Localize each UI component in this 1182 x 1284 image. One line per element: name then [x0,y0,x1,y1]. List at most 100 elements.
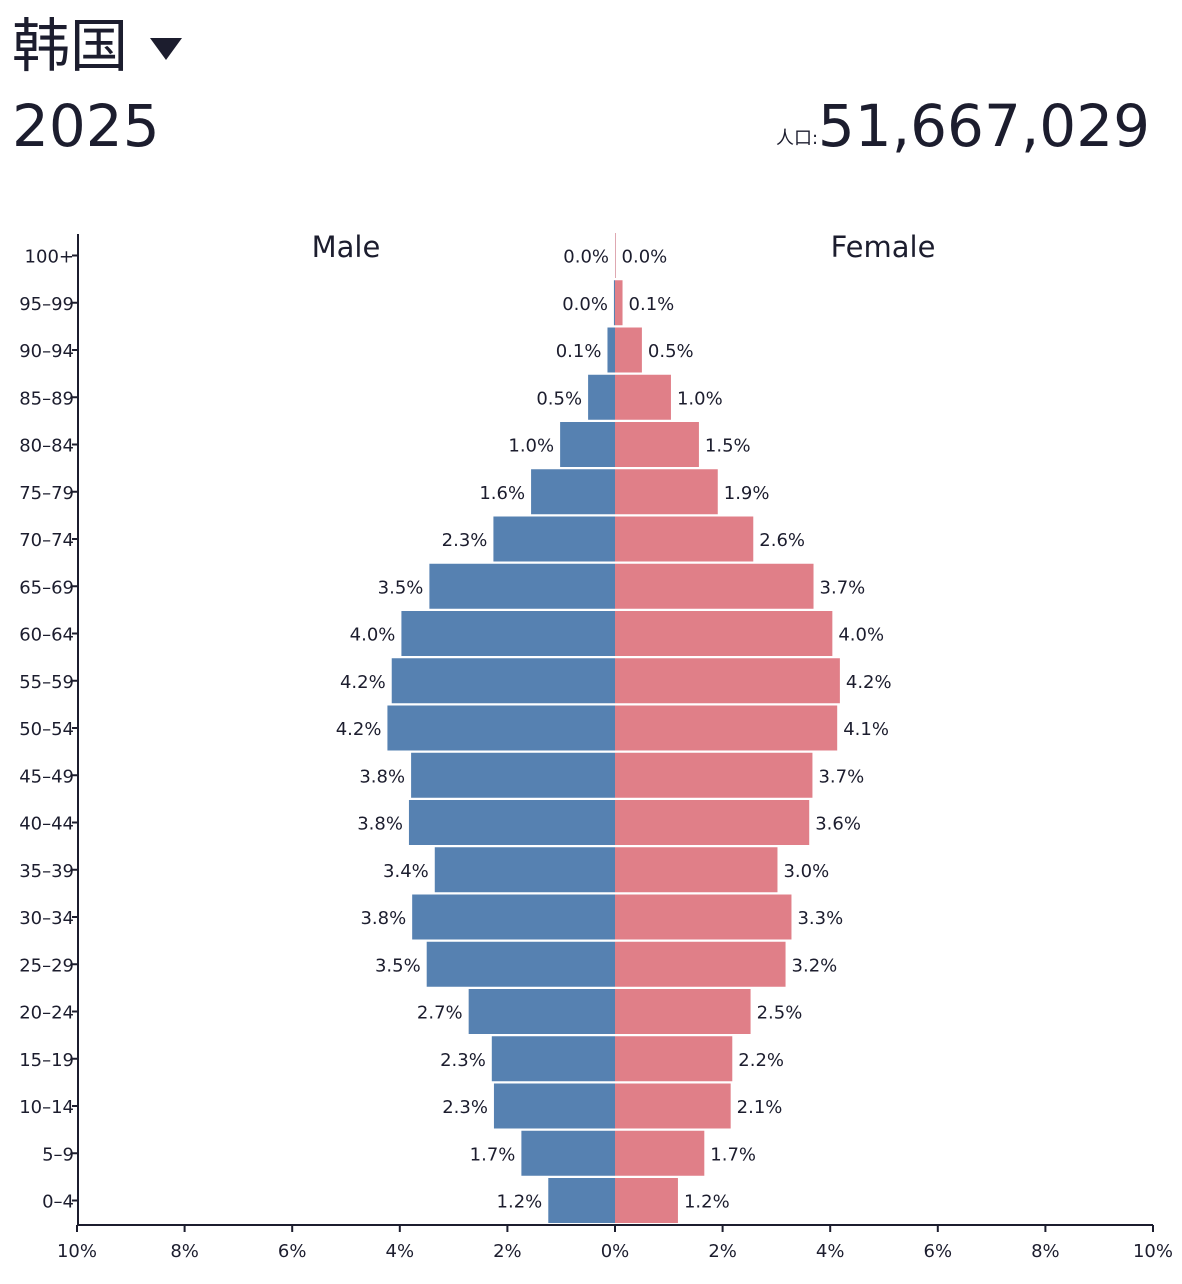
y-tick-label: 15–19 [19,1050,74,1071]
country-name: 韩国 [12,12,129,80]
y-tick-label: 30–34 [19,908,74,929]
male-bar [401,611,615,656]
female-bar [615,469,718,515]
female-bar [615,1083,731,1129]
y-tick-label: 10–14 [19,1097,74,1118]
male-value-label: 3.5% [375,955,421,976]
male-bar [434,847,615,893]
female-bar [615,752,813,798]
male-bar [411,752,615,798]
female-bar [615,280,623,326]
male-bar [548,1178,615,1223]
y-tick-label: 5–9 [42,1144,74,1165]
female-bar [615,233,616,278]
male-value-label: 4.0% [350,625,396,646]
male-value-label: 0.0% [563,247,609,268]
male-value-label: 3.5% [378,577,424,598]
female-value-label: 3.2% [792,955,838,976]
y-tick-label: 95–99 [19,294,74,315]
y-tick-label: 35–39 [19,861,74,882]
female-value-label: 1.5% [705,436,751,457]
male-bar [588,374,615,420]
male-value-label: 2.3% [442,1097,488,1118]
female-bar [615,941,786,987]
x-tick-label: 10% [1133,1241,1173,1262]
x-tick-label: 2% [493,1241,522,1262]
male-value-label: 1.7% [470,1144,516,1165]
year-label: 2025 [12,92,160,160]
male-bar [613,280,615,326]
y-tick-label: 70–74 [19,530,74,551]
y-tick-label: 60–64 [19,625,74,646]
male-bar [560,422,615,467]
country-selector[interactable]: 韩国 [12,8,183,84]
male-bar [531,469,615,515]
male-value-label: 2.3% [440,1050,486,1071]
female-value-label: 4.2% [846,672,892,693]
male-value-label: 2.3% [442,530,488,551]
x-tick-label: 10% [57,1241,97,1262]
male-bar [493,1083,615,1129]
male-bar [408,800,615,845]
male-value-label: 3.8% [359,766,405,787]
page-header: 韩国 2025 人口: 51,667,029 [0,0,1182,190]
y-tick-label: 55–59 [19,672,74,693]
male-bar [521,1130,615,1176]
female-value-label: 4.0% [838,625,884,646]
male-value-label: 3.8% [360,908,406,929]
female-bar [615,658,840,704]
female-value-label: 2.2% [738,1050,784,1071]
female-value-label: 1.7% [710,1144,756,1165]
y-tick-label: 40–44 [19,814,74,835]
male-bar [493,516,615,562]
population-value: 51,667,029 [817,92,1150,160]
female-value-label: 0.5% [648,341,694,362]
female-bar [615,563,814,609]
female-bar [615,516,754,562]
male-value-label: 3.4% [383,861,429,882]
y-tick-label: 80–84 [19,436,74,457]
x-tick-label: 2% [708,1241,737,1262]
female-value-label: 1.0% [677,388,723,409]
male-bar [412,894,615,940]
y-tick-label: 0–4 [42,1192,74,1213]
male-bar [468,989,615,1034]
y-tick-label: 100+ [25,247,74,268]
female-bar [615,847,778,893]
female-value-label: 3.7% [820,577,866,598]
female-value-label: 3.7% [818,766,864,787]
male-bar [426,941,615,987]
female-value-label: 2.5% [757,1003,803,1024]
male-value-label: 1.6% [479,483,525,504]
y-tick-label: 25–29 [19,955,74,976]
male-value-label: 1.0% [508,436,554,457]
female-bar [615,800,810,845]
female-value-label: 1.9% [724,483,770,504]
female-bar [615,1130,705,1176]
x-tick-label: 6% [924,1241,953,1262]
x-tick-label: 4% [386,1241,415,1262]
male-bar [391,658,615,704]
y-tick-label: 50–54 [19,719,74,740]
male-value-label: 4.2% [340,672,386,693]
male-bar [429,563,615,609]
female-value-label: 4.1% [843,719,889,740]
x-tick-label: 6% [278,1241,307,1262]
female-bar [615,894,792,940]
female-value-label: 1.2% [684,1192,730,1213]
caret-down-icon[interactable] [150,38,183,60]
male-value-label: 2.7% [417,1003,463,1024]
female-bar [615,1036,733,1082]
male-bar [607,327,615,373]
population-label: 人口: [776,128,819,149]
female-value-label: 3.0% [783,861,829,882]
y-tick-label: 90–94 [19,341,74,362]
y-tick-label: 20–24 [19,1003,74,1024]
male-value-label: 1.2% [497,1192,543,1213]
male-value-label: 0.5% [536,388,582,409]
x-tick-label: 0% [601,1241,630,1262]
female-bar [615,422,699,467]
male-value-label: 3.8% [357,814,403,835]
x-tick-label: 4% [816,1241,845,1262]
